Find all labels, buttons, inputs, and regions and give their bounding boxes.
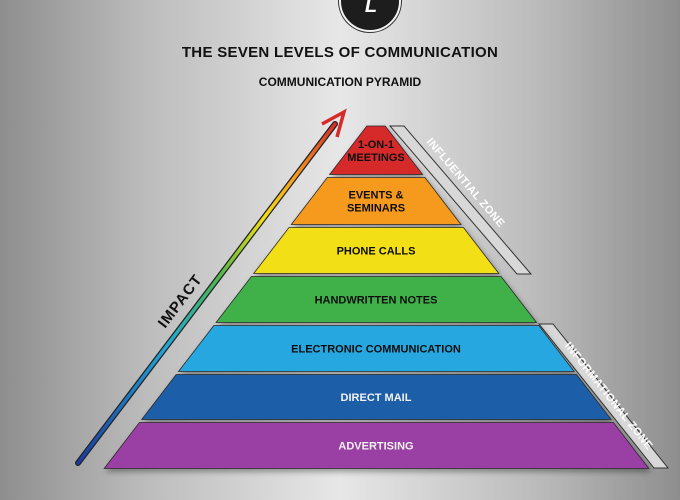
page-title: THE SEVEN LEVELS OF COMMUNICATION [181,44,499,61]
impact-arrow [75,108,347,466]
pyramid-level-1-label: MEETINGS [347,152,404,164]
pyramid-level-1-label: 1-ON-1 [358,139,394,151]
pyramid-level-5-label: ELECTRONIC COMMUNICATION [291,344,461,356]
pyramid-level-2-label: EVENTS & [348,190,403,202]
pyramid-level-6-label: DIRECT MAIL [341,392,412,404]
pyramid-level-4 [215,276,538,323]
logo-mark: L [364,0,377,17]
page-subtitle: COMMUNICATION PYRAMID [258,75,422,89]
influential-zone-bracket [388,125,533,275]
pyramid-level-2 [290,177,462,225]
pyramid-level-7 [103,422,650,469]
informational-zone-bracket [537,323,670,469]
pyramid-level-5 [177,325,576,372]
pyramid-level-7-label: ADVERTISING [338,441,413,453]
pyramid-level-1 [328,125,424,175]
pyramid-level-2-label: SEMINARS [347,203,405,215]
pyramid-level-3-label: PHONE CALLS [337,246,416,258]
pyramid-level-4-label: HANDWRITTEN NOTES [315,295,438,307]
pyramid-level-6 [140,374,612,420]
pyramid-level-3 [252,227,500,274]
